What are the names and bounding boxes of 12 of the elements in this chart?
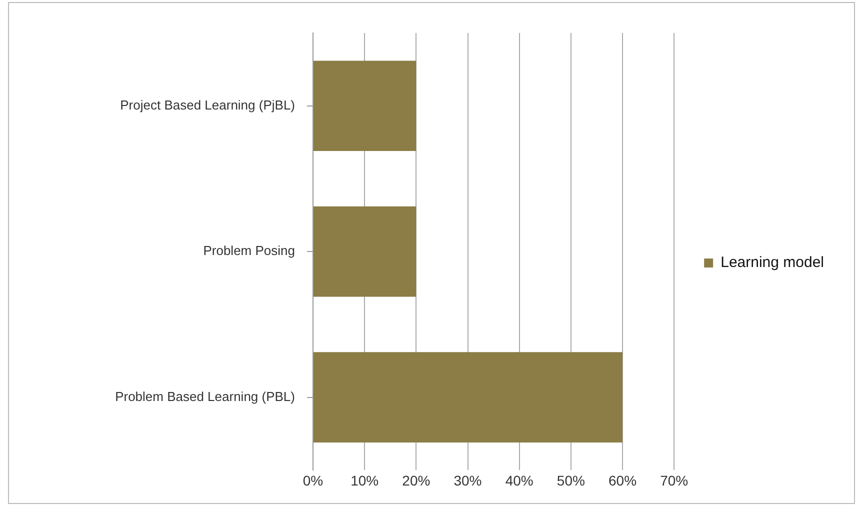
y-tick-label: Problem Based Learning (PBL) [115,388,295,404]
x-tick-label: 30% [454,472,482,488]
x-tick-label: 10% [350,472,379,488]
x-tick-label: 20% [402,472,430,488]
x-tick-label: 0% [302,472,324,488]
x-tick-label: 60% [608,472,637,488]
x-tick-label: 70% [660,472,688,488]
x-tick-label: 50% [556,472,585,488]
legend-label: Learning model [720,254,824,272]
y-tick-label: Problem Posing [203,243,295,258]
x-tick-label: 40% [505,472,534,488]
y-tick-label: Project Based Learning (PjBL) [120,97,295,112]
